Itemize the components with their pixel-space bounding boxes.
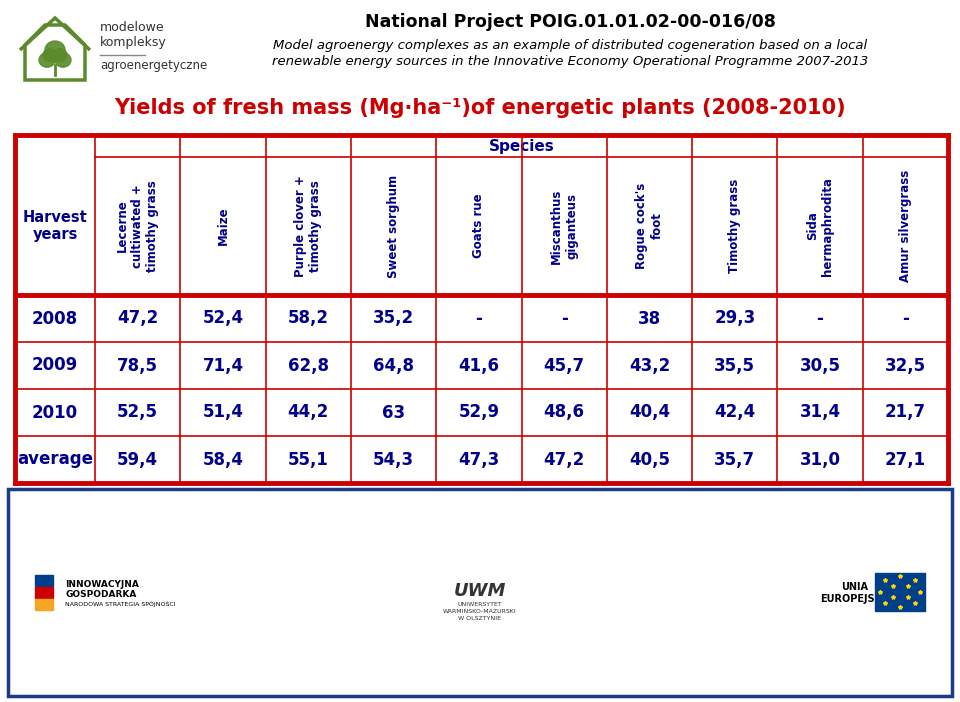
Text: EUROPEJSKA: EUROPEJSKA (820, 595, 890, 604)
Bar (35, 574, 53, 585)
Ellipse shape (43, 48, 57, 61)
Text: Sida
hermaphrodita: Sida hermaphrodita (806, 176, 834, 275)
Bar (8, 489, 952, 696)
Text: 64,8: 64,8 (373, 357, 414, 374)
Bar (875, 573, 925, 611)
Text: 47,3: 47,3 (458, 451, 499, 468)
Text: 21,7: 21,7 (885, 404, 925, 421)
Text: 31,4: 31,4 (800, 404, 841, 421)
Text: 27,1: 27,1 (885, 451, 925, 468)
Text: 42,4: 42,4 (714, 404, 756, 421)
Ellipse shape (55, 53, 71, 67)
Text: GOSPODARKA: GOSPODARKA (65, 590, 136, 599)
Text: 45,7: 45,7 (543, 357, 585, 374)
Text: Yields of fresh mass (Mg·ha⁻¹)of energetic plants (2008-2010): Yields of fresh mass (Mg·ha⁻¹)of energet… (114, 98, 846, 118)
Ellipse shape (53, 48, 67, 61)
Text: 55,1: 55,1 (288, 451, 328, 468)
Text: Sweet sorghum: Sweet sorghum (387, 174, 400, 277)
Text: 47,2: 47,2 (543, 451, 585, 468)
Text: 52,4: 52,4 (203, 310, 244, 328)
Text: -: - (475, 310, 482, 328)
Text: 40,4: 40,4 (629, 404, 670, 421)
Text: 78,5: 78,5 (117, 357, 158, 374)
Text: 51,4: 51,4 (203, 404, 244, 421)
Text: modelowe
kompleksy: modelowe kompleksy (100, 21, 167, 49)
Text: 40,5: 40,5 (629, 451, 670, 468)
Ellipse shape (45, 41, 65, 59)
Text: 58,4: 58,4 (203, 451, 244, 468)
Text: 35,2: 35,2 (373, 310, 414, 328)
Bar (35, 586, 53, 597)
Text: 38: 38 (637, 310, 661, 328)
Text: UNIA: UNIA (842, 583, 869, 592)
Text: 35,5: 35,5 (714, 357, 756, 374)
Text: Lecerne
cultiwated +
timothy grass: Lecerne cultiwated + timothy grass (116, 180, 159, 272)
Text: 62,8: 62,8 (288, 357, 328, 374)
Bar (35, 599, 53, 609)
Text: -: - (561, 310, 567, 328)
Text: 30,5: 30,5 (800, 357, 841, 374)
Text: renewable energy sources in the Innovative Economy Operational Programme 2007-20: renewable energy sources in the Innovati… (272, 55, 868, 69)
Ellipse shape (39, 53, 55, 67)
Text: 58,2: 58,2 (288, 310, 328, 328)
Text: Timothy grass: Timothy grass (729, 179, 741, 273)
Text: 2010: 2010 (32, 404, 78, 421)
Text: Harvest
years: Harvest years (23, 210, 87, 242)
Text: 52,5: 52,5 (117, 404, 158, 421)
Text: Purple clover +
timothy grass: Purple clover + timothy grass (295, 175, 323, 277)
Text: 59,4: 59,4 (117, 451, 158, 468)
Text: Miscanthus
giganteus: Miscanthus giganteus (550, 188, 578, 264)
Text: -: - (901, 310, 909, 328)
Text: Species: Species (489, 138, 554, 154)
Text: 54,3: 54,3 (373, 451, 414, 468)
Text: 63: 63 (382, 404, 405, 421)
Text: 2008: 2008 (32, 310, 78, 328)
Text: 48,6: 48,6 (543, 404, 585, 421)
Text: Goats rue: Goats rue (472, 194, 486, 258)
Text: WARMIŃSKO-MAZURSKI: WARMIŃSKO-MAZURSKI (444, 609, 516, 614)
Text: 41,6: 41,6 (458, 357, 499, 374)
Text: W OLSZTYNIE: W OLSZTYNIE (459, 616, 501, 621)
Text: Rogue cock's
foot: Rogue cock's foot (636, 183, 663, 269)
Text: average: average (17, 451, 93, 468)
Text: 2009: 2009 (32, 357, 78, 374)
Text: Model agroenergy complexes as an example of distributed cogeneration based on a : Model agroenergy complexes as an example… (273, 39, 867, 51)
Text: 52,9: 52,9 (458, 404, 499, 421)
Text: 29,3: 29,3 (714, 310, 756, 328)
Text: 71,4: 71,4 (203, 357, 244, 374)
Text: UNIWERSYTET: UNIWERSYTET (458, 602, 502, 607)
Text: UWM: UWM (454, 581, 506, 600)
Text: 44,2: 44,2 (288, 404, 329, 421)
Text: National Project POIG.01.01.02-00-016/08: National Project POIG.01.01.02-00-016/08 (365, 13, 776, 31)
Text: Maize: Maize (216, 206, 229, 245)
Text: NARODOWA STRATEGIA SPÓJNOŚCI: NARODOWA STRATEGIA SPÓJNOŚCI (65, 602, 176, 607)
Text: 43,2: 43,2 (629, 357, 670, 374)
Text: 35,7: 35,7 (714, 451, 756, 468)
Text: 32,5: 32,5 (885, 357, 925, 374)
Text: agroenergetyczne: agroenergetyczne (100, 58, 207, 72)
Text: 31,0: 31,0 (800, 451, 841, 468)
Text: -: - (817, 310, 824, 328)
Text: Amur silvergrass: Amur silvergrass (899, 170, 912, 282)
Text: INNOWACYJNA: INNOWACYJNA (65, 580, 139, 589)
Text: 47,2: 47,2 (117, 310, 158, 328)
